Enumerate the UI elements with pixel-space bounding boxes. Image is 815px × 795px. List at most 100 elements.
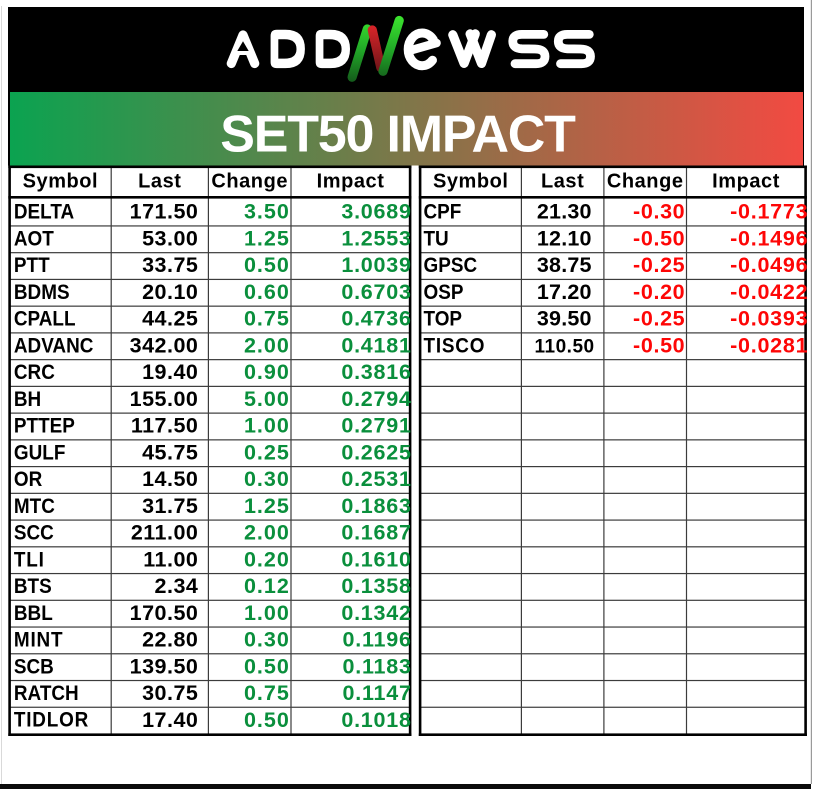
svg-text:TU: TU	[423, 227, 448, 250]
svg-text:38.75: 38.75	[537, 253, 592, 277]
svg-text:Impact: Impact	[317, 171, 385, 193]
svg-text:0.30: 0.30	[244, 628, 290, 652]
svg-text:110.50: 110.50	[535, 336, 595, 357]
svg-text:2.00: 2.00	[244, 333, 290, 357]
svg-text:PTTEP: PTTEP	[14, 415, 75, 438]
svg-text:GULF: GULF	[14, 441, 66, 464]
svg-text:CPALL: CPALL	[14, 308, 76, 331]
svg-text:171.50: 171.50	[130, 200, 199, 224]
svg-text:0.1196: 0.1196	[343, 628, 412, 652]
svg-text:Symbol: Symbol	[23, 171, 99, 193]
svg-text:30.75: 30.75	[142, 681, 198, 705]
svg-text:211.00: 211.00	[131, 521, 199, 545]
svg-text:-0.25: -0.25	[633, 253, 685, 277]
svg-text:MTC: MTC	[14, 495, 55, 518]
svg-text:0.1610: 0.1610	[341, 547, 411, 571]
svg-text:3.50: 3.50	[244, 200, 290, 224]
svg-text:MINT: MINT	[14, 628, 63, 651]
svg-text:139.50: 139.50	[130, 654, 199, 678]
svg-text:11.00: 11.00	[143, 547, 198, 571]
svg-text:1.25: 1.25	[244, 494, 290, 518]
svg-text:ADVANC: ADVANC	[14, 334, 94, 357]
svg-text:1.2553: 1.2553	[341, 226, 411, 250]
svg-text:0.90: 0.90	[244, 360, 290, 384]
svg-text:0.1863: 0.1863	[341, 494, 411, 518]
svg-text:Change: Change	[211, 171, 288, 193]
svg-text:TISCO: TISCO	[423, 334, 485, 357]
svg-text:0.75: 0.75	[244, 681, 290, 705]
svg-text:19.40: 19.40	[142, 360, 198, 384]
svg-text:0.4736: 0.4736	[341, 307, 411, 331]
svg-text:PTT: PTT	[14, 254, 50, 277]
svg-text:-0.1773: -0.1773	[730, 200, 808, 224]
svg-text:1.00: 1.00	[244, 601, 290, 625]
svg-text:342.00: 342.00	[130, 333, 199, 357]
svg-text:BTS: BTS	[14, 575, 52, 598]
svg-text:GPSC: GPSC	[423, 254, 477, 277]
svg-text:0.1687: 0.1687	[341, 521, 411, 545]
svg-text:-0.30: -0.30	[633, 200, 685, 224]
svg-text:CPF: CPF	[423, 201, 461, 224]
svg-text:RATCH: RATCH	[14, 682, 79, 705]
svg-text:BBL: BBL	[14, 602, 53, 625]
svg-text:2.34: 2.34	[155, 574, 199, 598]
svg-text:-0.50: -0.50	[633, 333, 685, 357]
svg-text:45.75: 45.75	[142, 440, 198, 464]
svg-text:0.50: 0.50	[244, 253, 290, 277]
svg-text:2.00: 2.00	[244, 521, 290, 545]
svg-text:0.6703: 0.6703	[341, 280, 411, 304]
svg-text:117.50: 117.50	[131, 414, 199, 438]
svg-text:22.80: 22.80	[142, 628, 198, 652]
svg-text:BH: BH	[14, 388, 41, 411]
svg-text:0.12: 0.12	[244, 574, 290, 598]
svg-text:20.10: 20.10	[142, 280, 198, 304]
svg-text:-0.1496: -0.1496	[730, 226, 808, 250]
svg-text:0.25: 0.25	[244, 440, 290, 464]
svg-text:SET50 IMPACT: SET50 IMPACT	[220, 105, 576, 163]
svg-text:1.0039: 1.0039	[341, 253, 411, 277]
svg-text:0.60: 0.60	[244, 280, 290, 304]
svg-text:1.00: 1.00	[244, 414, 290, 438]
svg-text:31.75: 31.75	[142, 494, 198, 518]
svg-text:1.25: 1.25	[244, 226, 290, 250]
svg-text:AOT: AOT	[14, 227, 55, 250]
svg-text:0.2791: 0.2791	[341, 414, 411, 438]
svg-text:53.00: 53.00	[142, 226, 198, 250]
svg-text:Impact: Impact	[712, 171, 780, 193]
svg-text:-0.20: -0.20	[633, 280, 685, 304]
svg-text:0.50: 0.50	[244, 708, 290, 732]
svg-text:OR: OR	[14, 468, 43, 491]
svg-text:17.40: 17.40	[142, 708, 198, 732]
svg-text:0.1183: 0.1183	[343, 654, 412, 678]
svg-text:0.2794: 0.2794	[341, 387, 411, 411]
svg-text:-0.0281: -0.0281	[730, 333, 808, 357]
svg-text:0.1147: 0.1147	[343, 681, 412, 705]
svg-text:0.4181: 0.4181	[341, 333, 411, 357]
svg-text:3.0689: 3.0689	[341, 200, 411, 224]
svg-text:17.20: 17.20	[537, 280, 592, 304]
svg-text:33.75: 33.75	[142, 253, 198, 277]
svg-text:0.75: 0.75	[244, 307, 290, 331]
svg-text:TOP: TOP	[423, 308, 462, 331]
svg-text:CRC: CRC	[14, 361, 55, 384]
svg-text:Symbol: Symbol	[433, 171, 509, 193]
svg-text:TIDLOR: TIDLOR	[14, 709, 89, 732]
svg-text:0.2625: 0.2625	[341, 440, 411, 464]
svg-text:OSP: OSP	[423, 281, 463, 304]
svg-text:DELTA: DELTA	[14, 201, 75, 224]
svg-text:39.50: 39.50	[537, 307, 592, 331]
svg-text:-0.0496: -0.0496	[730, 253, 808, 277]
svg-text:155.00: 155.00	[130, 387, 199, 411]
svg-text:-0.50: -0.50	[633, 226, 685, 250]
svg-text:0.3816: 0.3816	[341, 360, 411, 384]
svg-text:Last: Last	[541, 171, 584, 193]
svg-text:0.1358: 0.1358	[341, 574, 411, 598]
svg-text:SCB: SCB	[14, 655, 54, 678]
svg-text:21.30: 21.30	[537, 200, 592, 224]
svg-text:0.30: 0.30	[244, 467, 290, 491]
svg-text:12.10: 12.10	[537, 226, 592, 250]
svg-text:TLI: TLI	[14, 548, 45, 571]
svg-text:44.25: 44.25	[142, 307, 198, 331]
svg-text:Change: Change	[607, 171, 684, 193]
svg-text:Last: Last	[138, 171, 181, 193]
